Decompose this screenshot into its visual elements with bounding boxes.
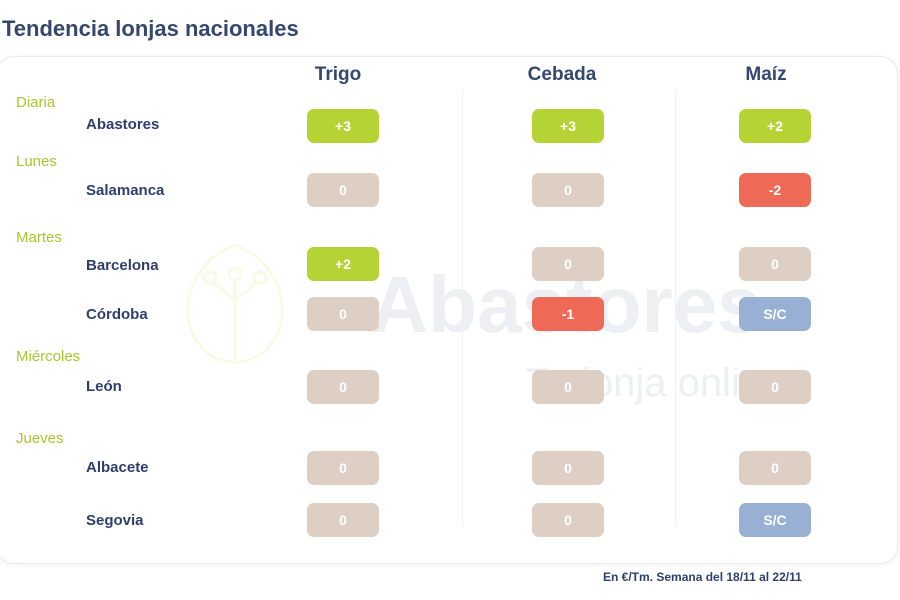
- units-week-note: En €/Tm. Semana del 18/11 al 22/11: [603, 570, 802, 584]
- trend-badge: -1: [532, 297, 604, 331]
- trend-badge: 0: [532, 451, 604, 485]
- page-title: Tendencia lonjas nacionales: [2, 16, 299, 41]
- day-label-miercoles: Miércoles: [16, 348, 81, 365]
- market-name-salamanca: Salamanca: [86, 182, 165, 199]
- trend-badge: 0: [307, 451, 379, 485]
- column-divider: [462, 90, 463, 526]
- market-name-barcelona: Barcelona: [86, 257, 159, 274]
- market-name-segovia: Segovia: [86, 512, 144, 529]
- trend-badge: 0: [307, 503, 379, 537]
- trend-badge: +3: [532, 109, 604, 143]
- column-header-maiz: Maíz: [745, 64, 787, 85]
- trend-badge: 0: [307, 370, 379, 404]
- trend-badge: 0: [739, 370, 811, 404]
- trend-badge: -2: [739, 173, 811, 207]
- trend-badge: +3: [307, 109, 379, 143]
- trend-badge: 0: [532, 370, 604, 404]
- trend-badge: 0: [532, 503, 604, 537]
- trend-badge: 0: [532, 247, 604, 281]
- market-name-cordoba: Córdoba: [86, 306, 148, 323]
- trend-badge: 0: [307, 173, 379, 207]
- trend-badge: 0: [532, 173, 604, 207]
- market-name-abastores: Abastores: [86, 116, 160, 133]
- trend-badge: 0: [739, 451, 811, 485]
- day-label-lunes: Lunes: [16, 153, 57, 170]
- day-label-jueves: Jueves: [16, 430, 64, 447]
- trend-badge: +2: [307, 247, 379, 281]
- trend-badge: 0: [739, 247, 811, 281]
- trend-badge: +2: [739, 109, 811, 143]
- column-divider: [675, 90, 676, 526]
- market-name-albacete: Albacete: [86, 459, 149, 476]
- day-label-martes: Martes: [16, 229, 62, 246]
- market-name-leon: León: [86, 378, 122, 395]
- column-header-cebada: Cebada: [527, 64, 597, 85]
- trend-badge: S/C: [739, 297, 811, 331]
- trend-badge: 0: [307, 297, 379, 331]
- trend-badge: S/C: [739, 503, 811, 537]
- column-header-trigo: Trigo: [314, 64, 362, 85]
- day-label-diaria: Diaria: [16, 94, 56, 111]
